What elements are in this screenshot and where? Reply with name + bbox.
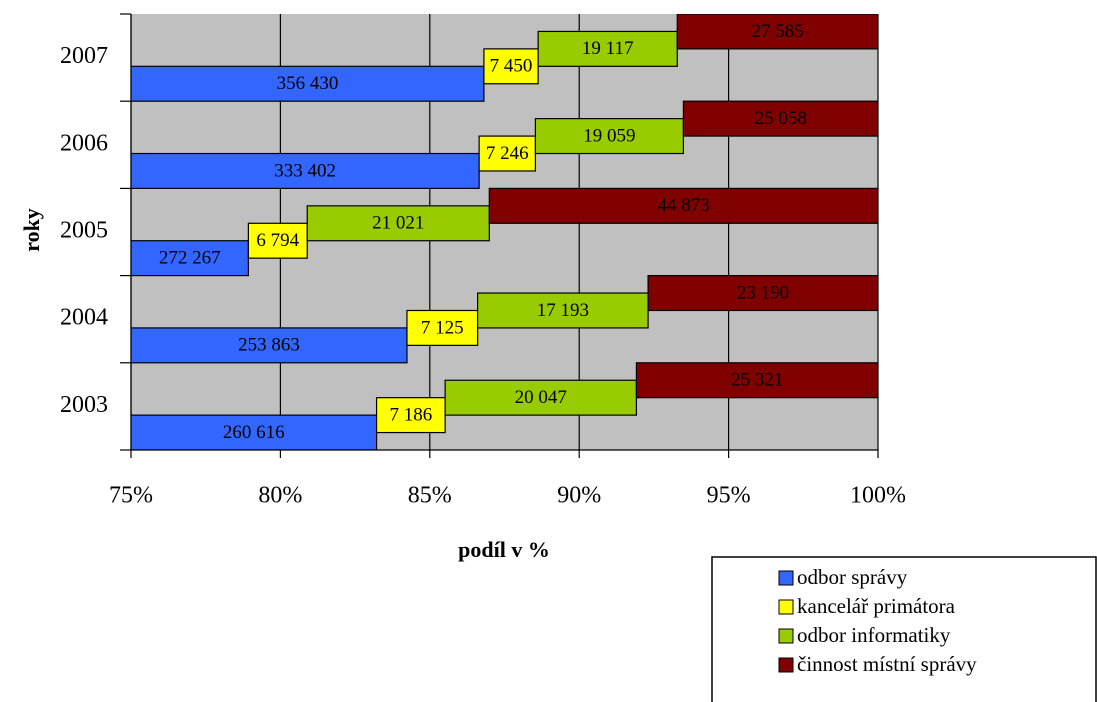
bar <box>131 65 485 102</box>
value-label: 25 321 <box>731 370 783 391</box>
bar <box>647 275 878 312</box>
bar <box>537 30 678 67</box>
x-tick-label: 80% <box>258 483 302 509</box>
y-tick-label: 2003 <box>60 392 108 418</box>
value-label: 253 863 <box>238 335 300 356</box>
legend-label: odbor správy <box>797 565 908 589</box>
bar <box>375 397 446 434</box>
bar <box>635 362 878 399</box>
x-tick-label: 100% <box>850 483 906 509</box>
x-axis-title: podíl v % <box>458 537 550 562</box>
value-label: 20 047 <box>515 387 567 408</box>
x-tick-label: 75% <box>109 483 153 509</box>
bar <box>676 14 878 50</box>
legend-label: kancelář primátora <box>797 594 956 618</box>
value-label: 6 794 <box>256 230 299 251</box>
y-tick-label: 2006 <box>60 130 108 156</box>
bar <box>131 327 408 364</box>
x-tick-label: 85% <box>408 483 452 509</box>
value-label: 44 873 <box>658 195 710 216</box>
value-label: 7 450 <box>490 56 533 77</box>
bar <box>247 222 308 259</box>
legend-label: činnost místní správy <box>797 652 977 676</box>
value-label: 21 021 <box>372 213 424 234</box>
bar <box>477 292 649 329</box>
value-label: 23 190 <box>737 282 789 303</box>
value-label: 7 246 <box>486 143 529 164</box>
bars <box>131 14 878 450</box>
legend-swatch <box>778 657 794 673</box>
y-tick-label: 2004 <box>60 305 108 331</box>
legend-box <box>711 556 1097 702</box>
value-label: 272 267 <box>159 248 221 269</box>
value-label: 19 117 <box>582 38 634 59</box>
value-label: 27 585 <box>752 21 804 42</box>
value-label: 17 193 <box>537 300 589 321</box>
legend-label: odbor informatiky <box>797 623 951 647</box>
legend-swatch <box>778 628 794 644</box>
value-label: 333 402 <box>274 160 336 181</box>
value-label: 356 430 <box>277 73 339 94</box>
bar <box>131 414 378 450</box>
y-tick-label: 2005 <box>60 218 108 244</box>
bar <box>306 205 490 242</box>
value-label: 7 186 <box>389 404 432 425</box>
x-tick-label: 90% <box>557 483 601 509</box>
bar <box>483 48 539 85</box>
value-label: 19 059 <box>583 125 635 146</box>
value-label: 260 616 <box>223 422 285 443</box>
bar <box>682 100 878 137</box>
legend-swatch <box>778 570 794 586</box>
bar <box>478 135 536 172</box>
bar <box>131 152 480 190</box>
x-tick-label: 95% <box>707 483 751 509</box>
bar <box>534 118 685 155</box>
y-axis-title: roky <box>19 208 44 252</box>
value-label: 25 058 <box>755 108 807 129</box>
y-tick-label: 2007 <box>60 43 108 69</box>
value-label: 7 125 <box>421 317 464 338</box>
bar <box>406 309 479 346</box>
legend-swatch <box>778 599 794 615</box>
bar <box>488 187 878 224</box>
